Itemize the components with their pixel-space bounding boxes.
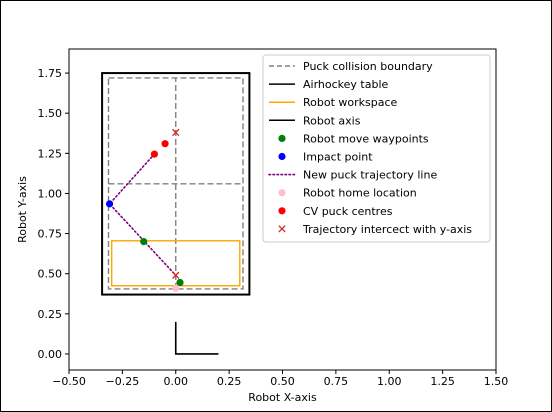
legend-item-puck-collision-boundary: Puck collision boundary bbox=[269, 60, 433, 73]
y-tick-label: 0.50 bbox=[38, 268, 63, 281]
legend-label: Trajectory intercect with y-axis bbox=[302, 223, 472, 236]
legend-dot-swatch bbox=[278, 189, 286, 197]
legend-dot-swatch bbox=[278, 207, 286, 215]
y-tick-label: 0.25 bbox=[38, 308, 63, 321]
x-tick-label: 1.50 bbox=[484, 375, 509, 388]
x-tick-label: 0.75 bbox=[324, 375, 349, 388]
x-tick-label: 0.50 bbox=[270, 375, 295, 388]
x-tick-label: 0.00 bbox=[164, 375, 189, 388]
legend-label: Airhockey table bbox=[303, 78, 389, 91]
plot-marks bbox=[101, 72, 251, 355]
legend-label: Robot home location bbox=[303, 187, 417, 200]
trajectory-intercect-with-y-axis-marker-stroke bbox=[172, 271, 180, 279]
legend-dot-swatch bbox=[278, 134, 286, 142]
cv-puck-centres-point bbox=[150, 150, 158, 158]
legend-label: Impact point bbox=[303, 151, 373, 164]
legend-item-cv-puck-centres: CV puck centres bbox=[278, 205, 393, 218]
robot-move-waypoints-point bbox=[176, 278, 184, 287]
axis-ticks: −0.50 −0.25 0.00 0.25 0.50 0.75 1.00 1.25 1.50 0.… bbox=[38, 67, 509, 388]
legend-label: CV puck centres bbox=[303, 205, 393, 218]
legend-box bbox=[262, 54, 491, 243]
x-tick-label: −0.25 bbox=[106, 375, 140, 388]
cv-puck-centres-point bbox=[161, 140, 169, 148]
legend: Puck collision boundary Airhockey table Ro… bbox=[262, 54, 491, 243]
y-axis-label: Robot Y-axis bbox=[16, 176, 29, 243]
legend-label: Puck collision boundary bbox=[303, 60, 433, 73]
legend-item-airhockey-table: Airhockey table bbox=[269, 78, 389, 91]
robot-axis-line bbox=[174, 321, 219, 355]
x-tick-label: 1.25 bbox=[430, 375, 455, 388]
legend-item-trajectory-intercect-with-y-axis: Trajectory intercect with y-axis bbox=[278, 223, 472, 236]
x-axis-label: Robot X-axis bbox=[248, 391, 317, 404]
y-tick-label: 0.75 bbox=[38, 228, 63, 241]
legend-item-impact-point: Impact point bbox=[278, 151, 373, 164]
legend-cross-swatch bbox=[278, 225, 286, 233]
legend-item-robot-home-location: Robot home location bbox=[278, 187, 417, 200]
y-tick-label: 1.25 bbox=[38, 147, 63, 160]
trajectory-intercect-with-y-axis-marker bbox=[172, 271, 180, 279]
x-tick-label: 1.00 bbox=[377, 375, 402, 388]
legend-label: Robot workspace bbox=[303, 96, 398, 109]
legend-label: Robot axis bbox=[303, 114, 361, 127]
y-tick-label: 0.00 bbox=[38, 348, 63, 361]
legend-label: Robot move waypoints bbox=[303, 132, 429, 145]
trajectory-intercect-with-y-axis-marker-stroke bbox=[172, 128, 180, 137]
x-tick-label: 0.25 bbox=[217, 375, 242, 388]
impact-point-point bbox=[105, 200, 114, 208]
x-tick-label: −0.50 bbox=[52, 375, 86, 388]
robot-home-location-point bbox=[172, 284, 180, 292]
legend-item-robot-workspace: Robot workspace bbox=[269, 96, 398, 109]
legend-item-new-puck-trajectory-line: New puck trajectory line bbox=[268, 169, 437, 182]
trajectory-intercect-with-y-axis-marker bbox=[172, 128, 180, 137]
airhockey-table-rect bbox=[101, 72, 251, 296]
legend-dot-swatch bbox=[278, 152, 286, 161]
legend-item-robot-axis: Robot axis bbox=[269, 114, 361, 127]
new-puck-trajectory-line-line bbox=[108, 153, 177, 277]
y-tick-label: 1.00 bbox=[38, 187, 63, 200]
y-tick-label: 1.75 bbox=[38, 67, 63, 80]
legend-item-robot-move-waypoints: Robot move waypoints bbox=[278, 132, 429, 145]
y-tick-label: 1.50 bbox=[38, 107, 63, 120]
legend-label: New puck trajectory line bbox=[303, 169, 437, 182]
robot-move-waypoints-point bbox=[140, 238, 148, 246]
